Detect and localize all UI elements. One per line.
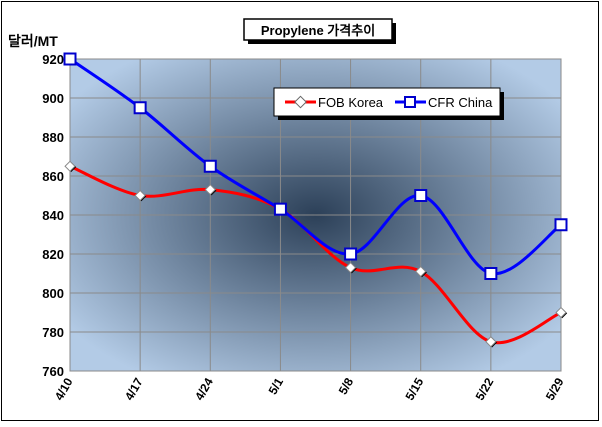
legend-marker-fob-korea [294, 95, 307, 109]
data-point-cfr-china [414, 189, 428, 202]
data-point-cfr-china [554, 218, 568, 232]
legend-label-fob-korea: FOB Korea [318, 95, 384, 110]
y-tick-label: 780 [42, 325, 64, 340]
x-tick-label: 5/1 [266, 375, 287, 397]
line-chart: 760 780 800 820 840 860 880 900 920 4/10 4/17 4/24… [8, 18, 568, 403]
chart-title: Propylene 가격추이 [261, 23, 375, 38]
data-point-cfr-china [484, 267, 498, 280]
data-point-fob-korea [64, 160, 76, 172]
data-point-fob-korea [415, 265, 427, 278]
y-tick-label: 840 [42, 208, 64, 223]
y-tick-labels: 760 780 800 820 840 860 880 900 920 [42, 52, 64, 379]
data-point-fob-korea [555, 306, 567, 319]
x-tick-label: 4/24 [192, 375, 216, 403]
legend-label-cfr-china: CFR China [428, 95, 493, 110]
chart-frame: 760 780 800 820 840 860 880 900 920 4/10 4/17 4/24… [1, 1, 599, 421]
y-tick-label: 860 [42, 169, 64, 184]
data-point-cfr-china [344, 247, 358, 261]
y-tick-label: 880 [42, 130, 64, 145]
x-tick-label: 5/22 [473, 375, 497, 403]
data-point-fob-korea [134, 189, 146, 202]
legend: FOB Korea CFR China [273, 87, 504, 120]
x-tick-labels: 4/10 4/17 4/24 5/1 5/8 5/15 5/22 5/29 [52, 375, 567, 403]
x-tick-label: 4/17 [122, 375, 146, 403]
x-tick-label: 5/8 [336, 375, 357, 397]
y-tick-label: 760 [42, 364, 64, 379]
x-tick-label: 5/29 [543, 375, 567, 403]
series-line-fob-korea [69, 164, 562, 345]
series-layer [63, 52, 568, 348]
data-point-cfr-china [273, 202, 287, 216]
data-point-cfr-china [63, 52, 77, 66]
chart-title-box: Propylene 가격추이 [243, 18, 396, 44]
x-tick-label: 5/15 [403, 375, 427, 403]
data-point-cfr-china [133, 101, 147, 115]
data-point-fob-korea [204, 183, 216, 196]
y-axis-label: 달러/MT [8, 33, 58, 49]
data-point-cfr-china [203, 159, 217, 173]
y-tick-label: 800 [42, 286, 64, 301]
data-point-fob-korea [485, 336, 497, 348]
legend-marker-cfr-china [404, 96, 416, 108]
y-tick-label: 900 [42, 91, 64, 106]
data-point-fob-korea [344, 261, 357, 274]
y-tick-label: 820 [42, 247, 64, 262]
y-tick-label: 920 [42, 52, 64, 67]
x-tick-label: 4/10 [52, 375, 76, 403]
series-line-cfr-china [69, 57, 562, 276]
